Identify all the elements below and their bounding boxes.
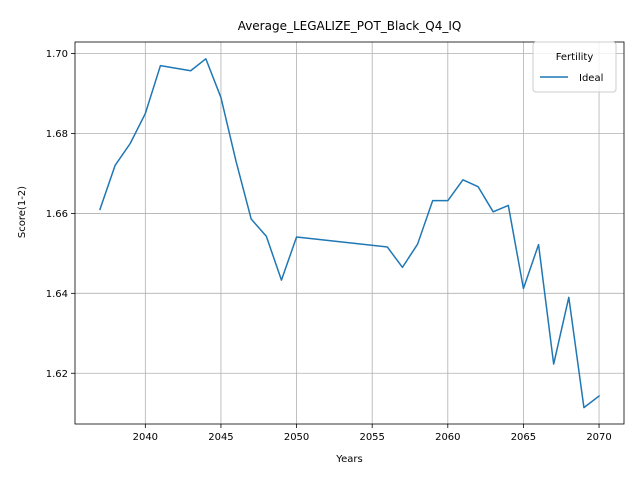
series-lines	[98, 58, 601, 409]
x-tick-label: 2040	[133, 432, 158, 443]
y-axis-label: Score(1-2)	[17, 186, 28, 238]
x-tick-label: 2065	[511, 432, 536, 443]
legend-title: Fertility	[556, 52, 594, 63]
y-tick-label: 1.70	[46, 49, 68, 60]
axis-ticks: 2040 2045 2050 2055 2060 2065 2070 1.62 1.64 1.66…	[46, 49, 612, 443]
x-tick-label: 2045	[208, 432, 233, 443]
plot-area-frame	[74, 41, 625, 425]
x-tick-label: 2060	[435, 432, 460, 443]
series-line-ideal	[98, 58, 601, 409]
grid-lines	[75, 42, 624, 424]
legend-label-ideal: Ideal	[579, 73, 603, 84]
x-axis-label: Years	[335, 454, 362, 465]
legend-box	[532, 41, 617, 93]
legend: Fertility Ideal	[532, 41, 617, 93]
chart-title: Average_LEGALIZE_POT_Black_Q4_IQ	[238, 19, 462, 33]
y-tick-label: 1.66	[46, 209, 68, 220]
x-tick-label: 2070	[586, 432, 611, 443]
x-tick-label: 2050	[284, 432, 309, 443]
y-tick-label: 1.62	[46, 369, 68, 380]
x-tick-label: 2055	[359, 432, 384, 443]
y-tick-label: 1.68	[46, 129, 68, 140]
y-tick-label: 1.64	[46, 289, 68, 300]
